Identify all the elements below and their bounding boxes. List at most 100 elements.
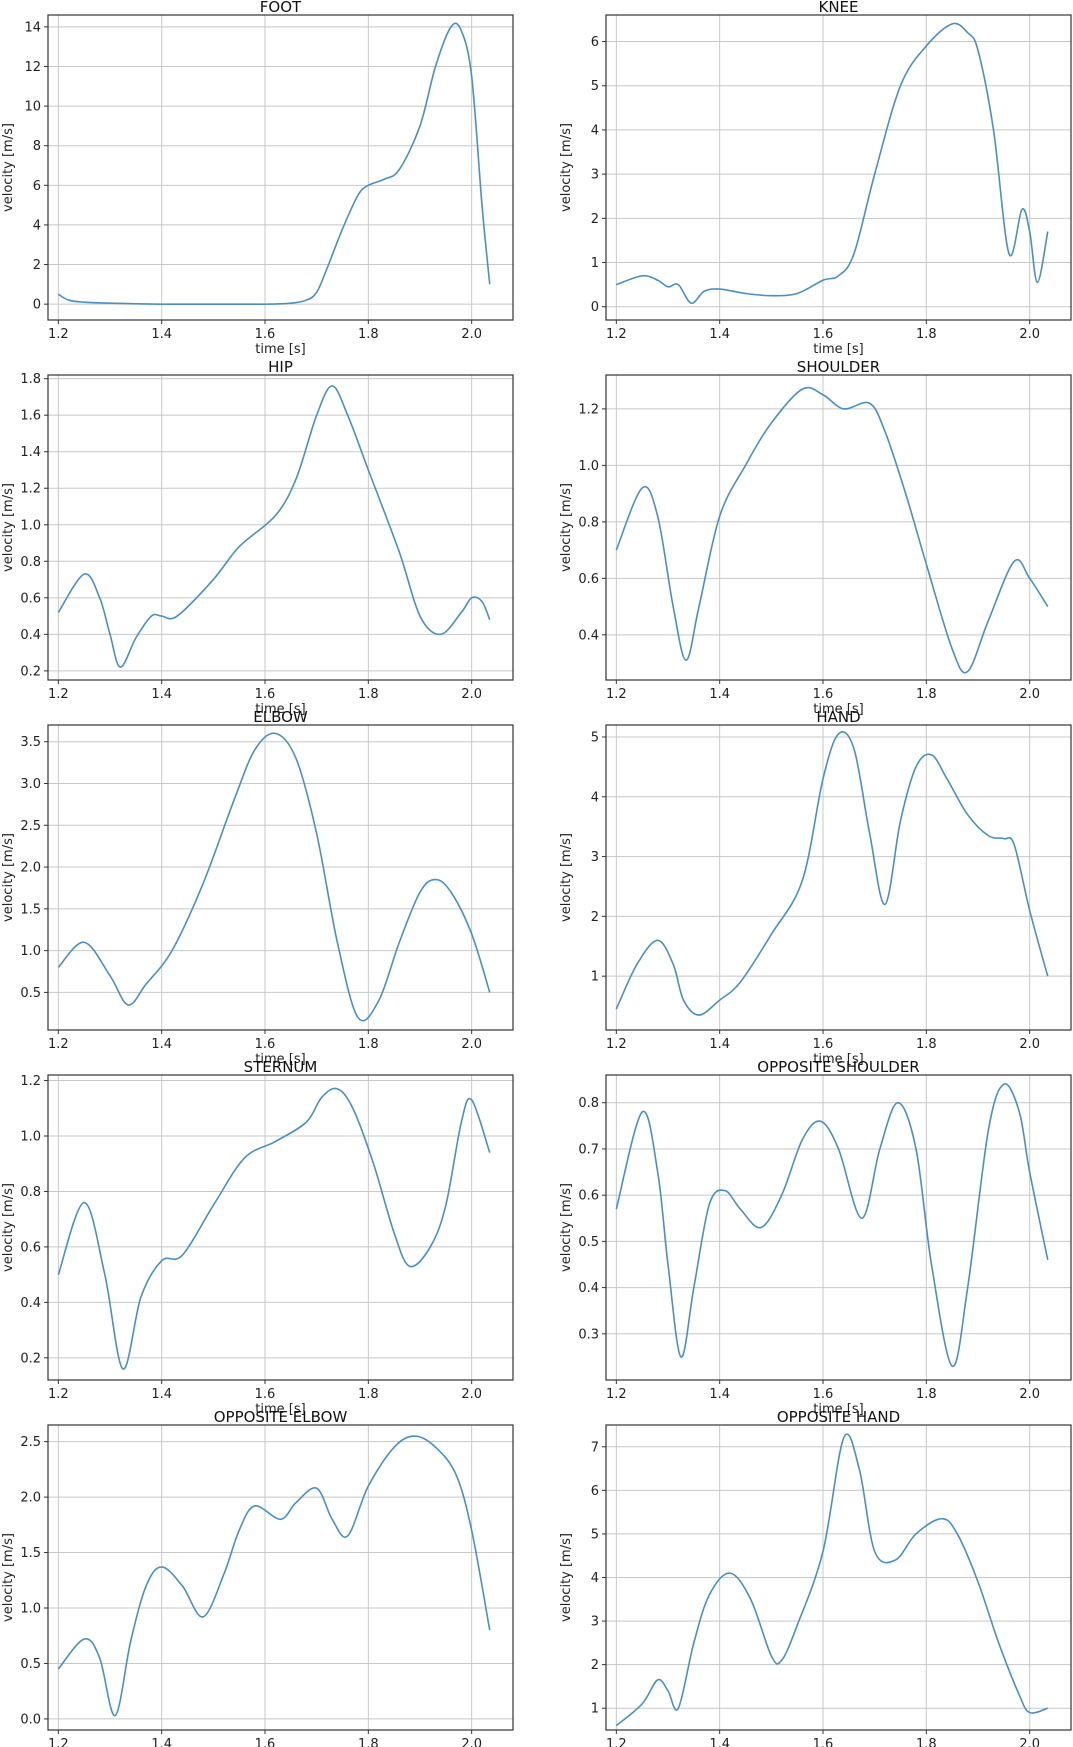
y-tick-label: 0.7 (578, 1142, 599, 1157)
y-tick-label: 3 (591, 168, 599, 183)
y-tick-label: 1 (591, 1702, 599, 1717)
y-tick-label: 2 (591, 1658, 599, 1673)
x-tick-label: 1.8 (916, 1037, 937, 1052)
x-tick-label: 1.6 (255, 1737, 276, 1747)
x-tick-label: 2.0 (1019, 1037, 1040, 1052)
series-line (57, 385, 491, 669)
y-tick-label: 0.0 (20, 1712, 41, 1727)
chart-title: OPPOSITE ELBOW (214, 1408, 348, 1426)
y-axis-label: velocity [m/s] (1, 833, 16, 922)
series-line (616, 22, 1049, 305)
x-tick-label: 1.8 (916, 1737, 937, 1747)
x-axis-label: time [s] (255, 1402, 305, 1417)
y-tick-label: 2 (591, 212, 599, 227)
y-tick-label: 0.2 (20, 1351, 41, 1366)
x-tick-label: 1.4 (709, 1387, 730, 1402)
x-axis-label: time [s] (255, 342, 305, 357)
y-tick-label: 2.5 (20, 819, 41, 834)
subplot-shoulder: 1.2 1.4 1.6 1.8 2.0 0.4 0.6 0.8 1.0 1.2 SHOULDER ti… (559, 358, 1072, 717)
x-tick-label: 2.0 (461, 1737, 482, 1747)
y-tick-label: 0.4 (20, 1296, 41, 1311)
chart-title: KNEE (818, 0, 858, 16)
y-tick-label: 6 (33, 179, 41, 194)
plot-frame (605, 374, 1072, 681)
y-tick-label: 1.2 (578, 402, 599, 417)
y-tick-label: 5 (591, 1527, 599, 1542)
y-tick-label: 3 (591, 850, 599, 865)
x-tick-label: 1.4 (151, 1037, 172, 1052)
y-axis-label: velocity [m/s] (1, 1533, 16, 1622)
y-tick-label: 0.5 (20, 986, 41, 1001)
chart-title: FOOT (260, 0, 302, 16)
y-tick-label: 1.2 (20, 482, 41, 497)
subplot-elbow: 1.2 1.4 1.6 1.8 2.0 0.5 1.0 1.5 2.0 2.5 3.0 3.5 ELBO… (1, 708, 514, 1067)
subplot-foot: 1.2 1.4 1.6 1.8 2.0 0 2 4 6 8 10 12 14 FOOT time [s] ve… (1, 0, 514, 357)
plot-frame (605, 1074, 1072, 1381)
y-tick-label: 7 (591, 1440, 599, 1455)
subplot-hip: 1.2 1.4 1.6 1.8 2.0 0.2 0.4 0.6 0.8 1.0 1.2 1.4 1.6 1… (1, 358, 514, 717)
y-axis-label: velocity [m/s] (1, 123, 16, 212)
y-tick-label: 0.4 (578, 1281, 599, 1296)
x-tick-label: 1.8 (916, 1387, 937, 1402)
x-tick-label: 1.4 (151, 1387, 172, 1402)
y-tick-label: 0.4 (578, 628, 599, 643)
x-tick-label: 1.2 (48, 687, 69, 702)
x-tick-label: 1.8 (358, 1037, 379, 1052)
x-tick-label: 1.4 (151, 687, 172, 702)
y-tick-label: 1.0 (20, 944, 41, 959)
chart-title: SHOULDER (797, 358, 880, 376)
y-axis-label: velocity [m/s] (559, 833, 574, 922)
x-tick-label: 1.6 (813, 1387, 834, 1402)
plot-frame (47, 374, 514, 681)
x-tick-label: 1.4 (709, 1737, 730, 1747)
x-tick-label: 1.4 (709, 1037, 730, 1052)
subplot-knee: 1.2 1.4 1.6 1.8 2.0 0 1 2 3 4 5 6 KNEE time [s] veloci… (559, 0, 1072, 357)
x-tick-label: 1.8 (358, 687, 379, 702)
x-axis-label: time [s] (813, 1052, 863, 1067)
y-tick-label: 0.5 (578, 1235, 599, 1250)
chart-title: STERNUM (244, 1058, 318, 1076)
series-line (57, 22, 491, 306)
chart-title: OPPOSITE SHOULDER (757, 1058, 919, 1076)
x-tick-label: 1.6 (813, 1737, 834, 1747)
y-axis-label: velocity [m/s] (559, 1183, 574, 1272)
y-tick-label: 1.5 (20, 902, 41, 917)
y-tick-label: 1.6 (20, 409, 41, 424)
plot-frame (47, 1074, 514, 1381)
x-tick-label: 1.2 (606, 1387, 627, 1402)
x-tick-label: 1.6 (813, 687, 834, 702)
x-tick-label: 1.6 (255, 687, 276, 702)
x-tick-label: 1.4 (709, 687, 730, 702)
plot-frame (47, 14, 514, 321)
y-tick-label: 0.3 (578, 1327, 599, 1342)
x-tick-label: 2.0 (461, 327, 482, 342)
x-axis-label: time [s] (813, 342, 863, 357)
x-tick-label: 1.2 (606, 687, 627, 702)
y-tick-label: 3.5 (20, 735, 41, 750)
y-tick-label: 0.6 (20, 591, 41, 606)
series-line (615, 386, 1049, 674)
x-tick-label: 2.0 (1019, 327, 1040, 342)
x-tick-label: 1.6 (255, 327, 276, 342)
y-tick-label: 1.4 (20, 445, 41, 460)
y-axis-label: velocity [m/s] (1, 483, 16, 572)
x-tick-label: 2.0 (1019, 1387, 1040, 1402)
y-tick-label: 0.6 (20, 1240, 41, 1255)
y-tick-label: 0 (33, 298, 41, 313)
y-tick-label: 5 (591, 79, 599, 94)
x-tick-label: 2.0 (461, 1387, 482, 1402)
x-tick-label: 2.0 (461, 1037, 482, 1052)
x-tick-label: 1.8 (916, 327, 937, 342)
y-tick-label: 4 (591, 123, 599, 138)
y-tick-label: 0.4 (20, 628, 41, 643)
series-line (57, 1087, 491, 1370)
x-tick-label: 1.2 (48, 1387, 69, 1402)
y-tick-label: 0.8 (578, 515, 599, 530)
y-tick-label: 2.5 (20, 1435, 41, 1450)
x-axis-label: time [s] (255, 1052, 305, 1067)
x-tick-label: 1.8 (358, 1387, 379, 1402)
y-tick-label: 6 (591, 1484, 599, 1499)
y-tick-label: 4 (591, 790, 599, 805)
